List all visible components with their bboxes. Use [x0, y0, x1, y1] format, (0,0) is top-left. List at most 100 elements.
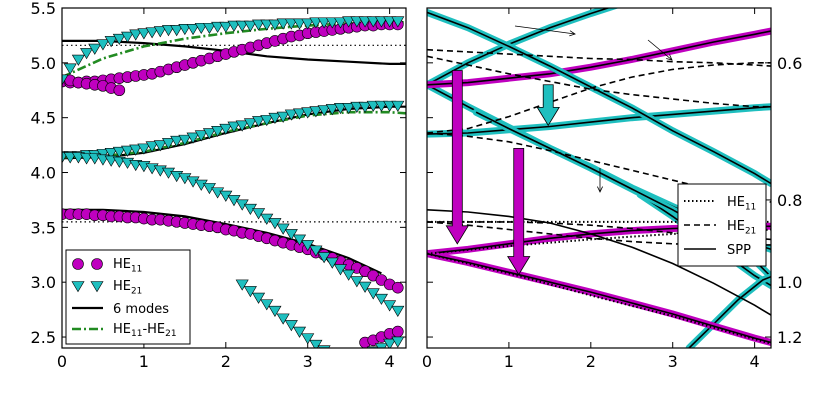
- he21-point: [211, 126, 225, 138]
- he21-band: [427, 62, 771, 134]
- x-tick-label: 2: [221, 352, 231, 371]
- legend-he11-marker: [91, 258, 103, 270]
- he21-point: [268, 305, 282, 318]
- he21-point: [391, 16, 405, 28]
- he21-point: [137, 143, 151, 155]
- he21-point: [276, 313, 290, 325]
- he21-point: [62, 74, 69, 86]
- he21-point: [129, 29, 143, 41]
- he21-point: [284, 320, 298, 332]
- wavelength-tick-label: 0.8: [777, 191, 802, 210]
- x-tick-label: 1: [504, 352, 514, 371]
- he21-point: [112, 146, 126, 158]
- he21-point: [358, 16, 372, 28]
- he21-point: [260, 115, 274, 127]
- legend-he11-label: HE11: [113, 257, 142, 274]
- he21-point: [80, 48, 94, 60]
- he21-point: [227, 20, 241, 32]
- he21-point: [104, 147, 118, 160]
- he21-point: [243, 286, 257, 298]
- he11-band: [427, 252, 771, 345]
- he21-point: [235, 20, 249, 32]
- he11-point: [392, 281, 404, 294]
- he21-point: [317, 105, 331, 117]
- he21-point: [383, 100, 397, 112]
- he21-point: [374, 293, 388, 305]
- he21-band: [427, 48, 771, 67]
- he21-point: [284, 229, 298, 241]
- legend-six-modes-label: 6 modes: [113, 302, 169, 317]
- he21-point: [252, 292, 266, 304]
- he21-point: [292, 108, 307, 120]
- x-tick-label: 3: [668, 352, 678, 371]
- he21-point: [383, 338, 397, 348]
- x-tick-label: 3: [303, 352, 313, 371]
- he21-point: [268, 19, 282, 31]
- he21-point: [63, 152, 77, 164]
- he21-point: [120, 145, 135, 157]
- legend-label-dotted: HE11: [727, 195, 756, 212]
- legend-he21-marker: [71, 281, 85, 293]
- he21-point: [112, 33, 126, 46]
- left-axes-frame: [61, 7, 407, 349]
- he21-point: [350, 16, 364, 28]
- he21-point: [252, 208, 266, 220]
- right-plot-area: [427, 8, 771, 348]
- he21-point: [252, 19, 266, 31]
- left-panel: 0 1 2 3 4 2.5 3.0 3.5 4.0 4.5 5.0 5.5 HE11 HE21 6 mode…: [31, 0, 407, 371]
- he21-point: [292, 18, 307, 30]
- he21-point: [202, 128, 216, 140]
- spp-band: [427, 30, 771, 86]
- x-tick-label: 2: [586, 352, 596, 371]
- he21-point: [145, 27, 159, 39]
- he21-point: [391, 305, 405, 318]
- he21-point: [301, 333, 315, 345]
- he11-point: [392, 325, 404, 338]
- y-tick-label: 4.5: [31, 109, 56, 128]
- he21-point: [243, 118, 257, 130]
- legend-label-solid: SPP: [727, 243, 751, 258]
- legend-box: [677, 183, 767, 267]
- he21-point: [309, 245, 323, 257]
- spp-band: [427, 105, 771, 135]
- he21-point: [301, 107, 315, 119]
- he21-point: [268, 112, 282, 124]
- y-tick-label: 3.0: [31, 273, 56, 292]
- he21-point: [317, 345, 331, 348]
- he21-point: [252, 116, 266, 128]
- he21-point: [194, 22, 208, 35]
- he21-point: [325, 257, 339, 269]
- he21-point: [276, 111, 290, 123]
- he21-point: [301, 240, 315, 252]
- annotation-pointer-head: [597, 186, 603, 193]
- spp-band: [427, 11, 771, 185]
- he21-point: [333, 103, 348, 115]
- he21-point: [366, 100, 380, 112]
- spp-band: [688, 275, 771, 348]
- he21-point: [71, 54, 85, 66]
- he21-point: [309, 339, 323, 348]
- he21-point: [292, 234, 307, 246]
- he21-point: [276, 18, 290, 30]
- he21-point: [80, 153, 94, 165]
- he21-point: [383, 16, 397, 28]
- wavelength-tick-label: 0.6: [777, 54, 802, 73]
- he21-point: [342, 269, 356, 281]
- wavelength-tick-label: 1.2: [777, 328, 802, 347]
- y-tick-label: 3.5: [31, 218, 56, 237]
- y-tick-label: 2.5: [31, 328, 56, 347]
- he21-point: [153, 140, 167, 152]
- he21-point: [276, 223, 290, 235]
- he21-point: [350, 276, 364, 288]
- he11-he21-line: [62, 110, 406, 159]
- legend-he11-he21-label: HE11-HE21: [113, 322, 177, 339]
- he21-point: [145, 141, 159, 153]
- spp-band: [427, 8, 611, 86]
- legend-he21-marker: [90, 281, 104, 293]
- y-tick-label: 5.5: [31, 0, 56, 18]
- he21-point: [137, 28, 151, 40]
- he21-point: [383, 300, 397, 312]
- he21-point: [227, 121, 241, 133]
- left-plot-area: [62, 16, 406, 348]
